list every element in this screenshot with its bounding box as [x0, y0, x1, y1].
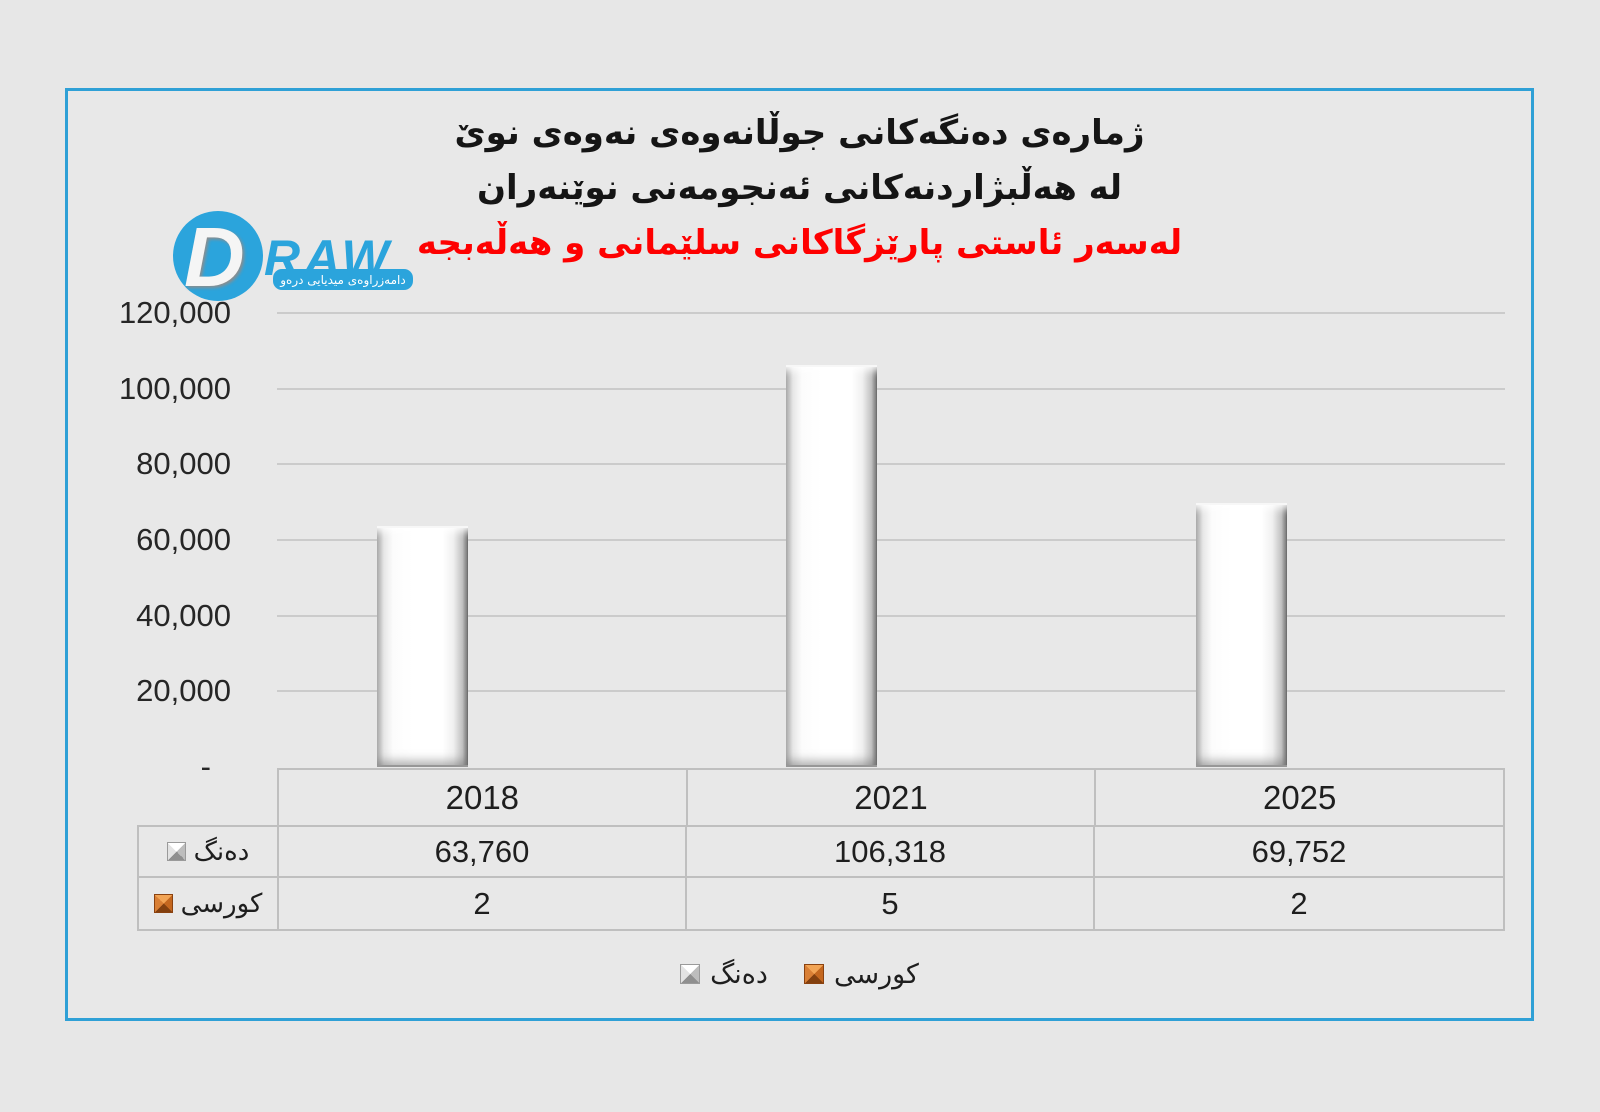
legend-item-votes: دەنگ	[680, 959, 768, 990]
row-label: دەنگ	[193, 836, 250, 867]
value-cell: 63,760	[279, 827, 687, 878]
logo-tagline: دامەزراوەی میدیایی درەو	[280, 272, 406, 287]
bar-votes-2025	[1195, 503, 1287, 767]
value-cell: 2	[279, 878, 687, 929]
legend-label: دەنگ	[710, 958, 768, 990]
value-cell: 5	[687, 878, 1095, 929]
title-line-2: لە هەڵبژاردنەکانی ئەنجومەنی نوێنەران	[476, 168, 1123, 208]
y-tick-label: 100,000	[118, 370, 231, 406]
year-header-cell: 2018	[445, 778, 520, 816]
chart-legend: دەنگ کورسی	[65, 946, 1534, 1002]
data-table: دەنگ 63,760 106,318 69,752 کورسی 2 5 2	[137, 825, 1505, 931]
value-cell: 69,752	[1095, 827, 1503, 878]
row-label: کورسی	[180, 888, 263, 919]
title-line-3: لەسەر ئاستی پارێزگاکانی سلێمانی و هەڵەبج…	[416, 223, 1183, 263]
value-cell: 106,318	[687, 827, 1095, 878]
y-tick-label: 40,000	[136, 597, 231, 633]
y-tick-label: 80,000	[136, 446, 231, 482]
logo-circle-icon	[173, 211, 263, 301]
legend-label: کورسی	[833, 958, 919, 990]
gridline	[277, 312, 1505, 314]
y-tick-label: 20,000	[136, 673, 231, 709]
row-label-cell: کورسی	[139, 878, 279, 929]
bar-votes-2018	[377, 525, 468, 767]
logo-tagline-banner: دامەزراوەی میدیایی درەو	[273, 269, 413, 290]
year-header-cell: 2025	[1094, 770, 1503, 825]
chart-title: ژمارەی دەنگەکانی جوڵانەوەی نەوەی نوێ لە …	[65, 106, 1534, 271]
gridline	[277, 387, 1505, 390]
legend-swatch-seats-icon	[803, 964, 824, 984]
y-tick-label: -	[200, 749, 211, 784]
series-swatch-votes-icon	[166, 842, 186, 861]
bar-votes-2021	[786, 364, 878, 767]
gridline	[277, 539, 1505, 541]
legend-item-seats: کورسی	[803, 958, 919, 990]
y-tick-label: 120,000	[118, 295, 231, 330]
table-year-header-row: 2018 2021 2025	[277, 768, 1505, 827]
legend-swatch-votes-icon	[680, 964, 701, 984]
gridline	[277, 690, 1505, 693]
gridline	[277, 463, 1505, 466]
title-line-1: ژمارەی دەنگەکانی جوڵانەوەی نەوەی نوێ	[454, 113, 1145, 153]
series-swatch-seats-icon	[153, 894, 173, 913]
gridline	[277, 614, 1505, 617]
year-header-cell: 2021	[685, 770, 1095, 825]
row-label-cell: دەنگ	[139, 827, 279, 878]
y-tick-label: 60,000	[136, 522, 231, 557]
value-cell: 2	[1290, 885, 1308, 921]
draw-media-logo: D RAW دامەزراوەی میدیایی درەو	[168, 203, 428, 313]
logo-letter-d: D	[184, 210, 245, 304]
